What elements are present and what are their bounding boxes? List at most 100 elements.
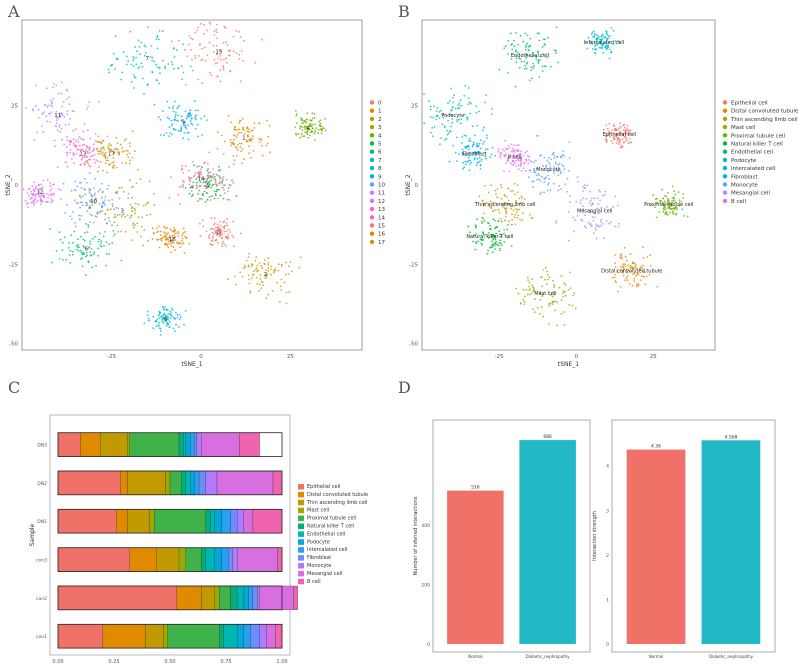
y-tick-label: -25: [409, 262, 418, 268]
data-point: [165, 324, 168, 327]
data-point: [169, 310, 172, 313]
plot-frame-D-right: [611, 419, 776, 653]
data-point: [53, 192, 55, 195]
data-point: [569, 287, 572, 289]
data-point: [253, 122, 256, 125]
legend-entry: Thin ascending limb cell: [730, 117, 798, 123]
data-point: [451, 121, 454, 124]
data-point: [637, 284, 640, 287]
data-point: [201, 82, 204, 85]
data-point: [518, 66, 521, 69]
data-point: [83, 123, 86, 126]
data-point: [216, 233, 219, 236]
data-point: [520, 161, 522, 164]
data-point: [451, 106, 454, 109]
legend-swatch: [298, 539, 304, 545]
legend-entry: Mast cell: [307, 508, 329, 514]
legend-entry: 3: [378, 125, 382, 131]
data-point: [72, 210, 74, 213]
data-point: [241, 118, 244, 120]
data-point: [656, 285, 659, 288]
data-point: [82, 251, 85, 254]
data-point: [540, 306, 543, 309]
data-point: [617, 128, 620, 131]
data-point: [153, 103, 156, 106]
data-point: [517, 159, 520, 162]
data-point: [288, 291, 291, 294]
data-point: [537, 60, 539, 63]
data-point: [590, 41, 592, 44]
data-point: [317, 128, 320, 131]
cluster-label: 4: [307, 126, 311, 132]
data-point: [189, 109, 192, 112]
data-point: [614, 225, 617, 228]
data-point: [203, 190, 206, 193]
data-point: [215, 239, 217, 242]
data-point: [627, 133, 630, 136]
data-point: [215, 183, 218, 186]
stacked-bar-segment: [214, 509, 222, 534]
data-point: [462, 167, 464, 170]
data-point: [466, 116, 468, 119]
data-point: [625, 137, 628, 140]
legend-entry: 11: [378, 191, 385, 197]
data-point: [58, 125, 61, 128]
data-point: [211, 227, 214, 230]
data-point: [146, 84, 149, 87]
data-point: [218, 232, 221, 235]
data-point: [209, 199, 212, 202]
data-point: [658, 200, 661, 202]
data-point: [199, 197, 202, 200]
data-point: [58, 257, 61, 260]
data-point: [82, 238, 85, 241]
data-point: [203, 24, 206, 26]
data-point: [65, 88, 68, 91]
data-point: [593, 35, 596, 38]
data-point: [77, 202, 80, 204]
data-point: [531, 55, 533, 58]
data-point: [469, 231, 471, 234]
data-point: [116, 190, 119, 193]
data-point: [176, 49, 178, 51]
data-point: [450, 125, 452, 128]
data-point: [157, 116, 160, 118]
data-point: [540, 154, 543, 156]
stacked-bar-segment: [216, 470, 274, 495]
data-point: [654, 198, 657, 201]
data-point: [626, 125, 629, 127]
data-point: [447, 102, 449, 104]
y-tick-label: -25: [9, 262, 18, 268]
data-point: [482, 199, 484, 202]
data-point: [119, 143, 122, 146]
data-point: [182, 71, 185, 74]
cluster-label: Thin ascending limb cell: [474, 202, 536, 208]
data-point: [243, 132, 246, 135]
data-point: [113, 161, 115, 163]
data-point: [218, 178, 221, 180]
data-point: [195, 187, 198, 190]
y-tick-label: con3: [36, 558, 47, 564]
data-point: [277, 269, 280, 272]
data-point: [179, 203, 181, 205]
data-point: [50, 104, 52, 107]
data-point: [136, 222, 139, 225]
data-point: [552, 182, 555, 185]
data-point: [183, 132, 186, 134]
data-point: [518, 197, 521, 200]
data-point: [511, 154, 513, 157]
data-point: [158, 246, 161, 249]
data-point: [594, 44, 597, 47]
data-point: [301, 129, 304, 131]
data-point: [49, 121, 51, 123]
stacked-bar-segment: [127, 470, 166, 495]
data-point: [479, 147, 482, 150]
data-point: [483, 205, 485, 207]
data-point: [511, 150, 513, 153]
data-point: [93, 187, 95, 189]
data-point: [483, 140, 485, 143]
data-point: [627, 129, 630, 131]
data-point: [621, 257, 623, 260]
data-point: [84, 239, 86, 242]
stacked-bar-segment: [176, 585, 202, 610]
data-point: [299, 256, 302, 259]
